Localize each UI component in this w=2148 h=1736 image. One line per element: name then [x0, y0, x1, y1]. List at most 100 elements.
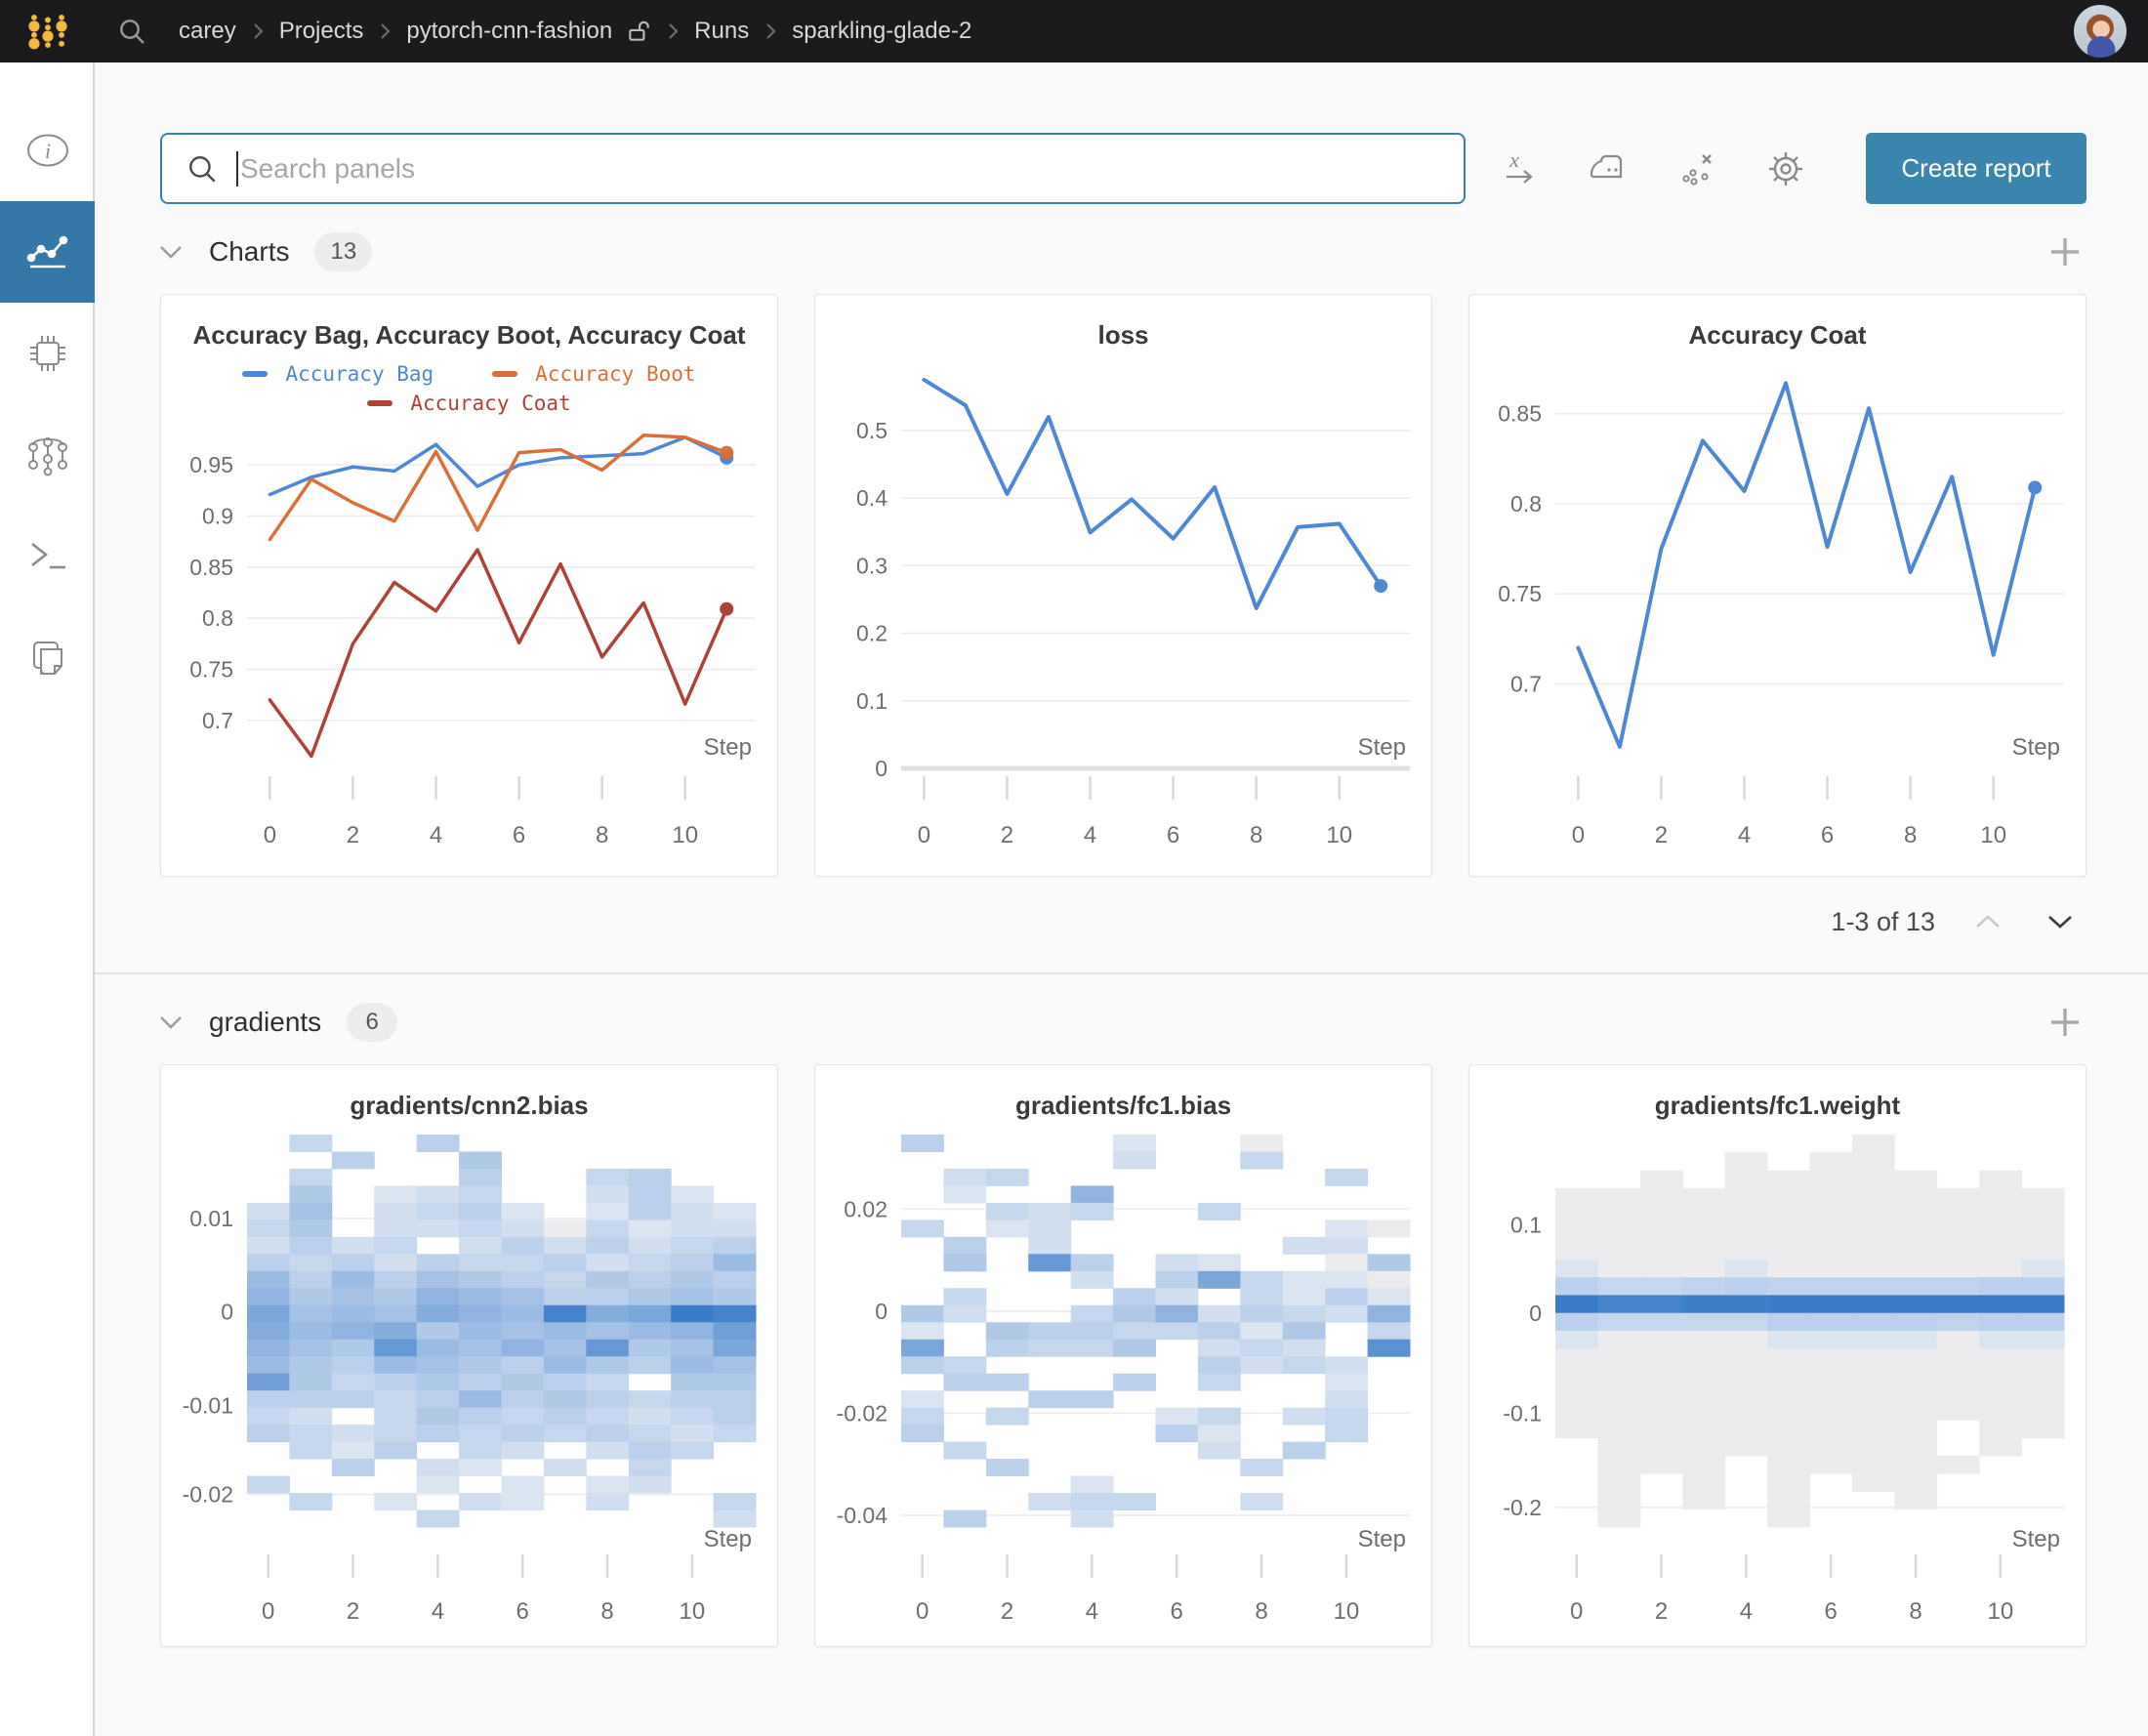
text-cursor — [236, 150, 238, 186]
line-chart-accuracy-multi: 0.95 0.9 0.85 0.8 0.75 0.7 0 2 4 6 8 10 Step — [189, 434, 756, 848]
create-report-button[interactable]: Create report — [1866, 133, 2086, 204]
add-chart-panel-button[interactable] — [2044, 230, 2086, 273]
collapse-charts-chevron[interactable] — [154, 235, 187, 269]
legend-item[interactable]: Accuracy Boot — [492, 362, 696, 386]
svg-text:0: 0 — [916, 1598, 929, 1625]
toolbar-icons: x — [1501, 147, 1807, 190]
breadcrumb-runs[interactable]: Runs — [694, 18, 750, 44]
svg-text:0.2: 0.2 — [856, 621, 888, 646]
sidebar-item-system[interactable] — [0, 303, 95, 404]
svg-text:0.7: 0.7 — [202, 708, 233, 733]
svg-text:8: 8 — [1255, 1598, 1267, 1625]
smoothing-button[interactable] — [1589, 147, 1632, 190]
svg-text:0.1: 0.1 — [1510, 1212, 1542, 1237]
svg-text:0: 0 — [264, 822, 276, 848]
svg-text:0.01: 0.01 — [189, 1206, 233, 1231]
model-graph-icon — [27, 437, 67, 476]
chart-legend: Accuracy Bag Accuracy Boot Accuracy Coat — [161, 362, 777, 415]
left-sidebar: i — [0, 62, 95, 1736]
svg-text:6: 6 — [1821, 822, 1834, 848]
svg-text:0.75: 0.75 — [189, 656, 233, 682]
svg-text:6: 6 — [516, 1598, 529, 1625]
global-search-button[interactable] — [110, 10, 153, 53]
unlocked-icon — [626, 19, 651, 44]
sidebar-item-overview[interactable]: i — [0, 100, 95, 201]
svg-text:0: 0 — [1572, 822, 1585, 848]
svg-text:2: 2 — [1655, 1598, 1668, 1625]
svg-text:10: 10 — [1334, 1598, 1360, 1625]
breadcrumb-user[interactable]: carey — [179, 18, 236, 44]
chart-title: gradients/cnn2.bias — [350, 1091, 589, 1120]
chart-title: Accuracy Bag, Accuracy Boot, Accuracy Co… — [192, 320, 746, 350]
heatmap-panel-fc1-weight[interactable]: gradients/fc1.weight 0.1 0 -0.1 -0.2 0 2 4 6 8 10… — [1468, 1064, 2086, 1647]
add-gradient-panel-button[interactable] — [2044, 1001, 2086, 1044]
gradients-section-header: gradients 6 — [95, 980, 2148, 1064]
svg-text:0.5: 0.5 — [856, 418, 888, 443]
chart-title: gradients/fc1.weight — [1654, 1091, 1901, 1120]
heatmap-panel-cnn2-bias[interactable]: gradients/cnn2.bias 0.01 0 -0.01 -0.02 0 2 4 6 8… — [160, 1064, 778, 1647]
svg-text:0.3: 0.3 — [856, 553, 888, 578]
sidebar-item-logs[interactable] — [0, 506, 95, 607]
line-chart-icon — [26, 235, 67, 269]
x-axis-icon: x — [1507, 149, 1533, 184]
svg-text:6: 6 — [1167, 822, 1179, 848]
pagination-next-button[interactable] — [2041, 902, 2080, 941]
search-panels-input[interactable] — [240, 152, 1440, 185]
cpu-chip-icon — [29, 336, 65, 371]
panel-settings-button[interactable] — [1764, 147, 1807, 190]
svg-text:0: 0 — [262, 1598, 274, 1625]
legend-item[interactable]: Accuracy Coat — [367, 392, 571, 415]
svg-text:0.95: 0.95 — [189, 452, 233, 477]
gradients-panel-row: gradients/cnn2.bias 0.01 0 -0.01 -0.02 0 2 4 6 8… — [95, 1064, 2148, 1647]
x-axis-settings-button[interactable]: x — [1501, 147, 1544, 190]
breadcrumb-project-name[interactable]: pytorch-cnn-fashion — [406, 18, 613, 44]
files-icon — [32, 641, 62, 675]
info-icon: i — [26, 134, 68, 167]
sidebar-item-model[interactable] — [0, 404, 95, 506]
breadcrumb: carey Projects pytorch-cnn-fashion Runs … — [179, 18, 971, 45]
legend-item[interactable]: Accuracy Bag — [242, 362, 434, 386]
svg-text:0: 0 — [918, 822, 930, 848]
svg-text:2: 2 — [1001, 1598, 1013, 1625]
heatmap-panel-fc1-bias[interactable]: gradients/fc1.bias 0.02 0 -0.02 -0.04 0 2 4 6 8 1… — [814, 1064, 1432, 1647]
svg-text:0: 0 — [875, 756, 888, 781]
terminal-icon — [30, 542, 65, 569]
svg-text:-0.2: -0.2 — [1503, 1495, 1542, 1520]
svg-text:8: 8 — [1909, 1598, 1921, 1625]
svg-text:2: 2 — [1655, 822, 1668, 848]
chart-title: Accuracy Coat — [1688, 320, 1867, 350]
svg-text:-0.02: -0.02 — [837, 1400, 888, 1426]
heatmap-cnn2-bias: 0.01 0 -0.01 -0.02 0 2 4 6 8 10 Step — [183, 1135, 757, 1625]
chevron-right-icon — [667, 21, 679, 41]
collapse-gradients-chevron[interactable] — [154, 1006, 187, 1039]
svg-text:Step: Step — [1358, 734, 1406, 761]
sidebar-item-charts[interactable] — [0, 201, 95, 303]
legend-label: Accuracy Coat — [410, 392, 571, 415]
svg-text:0.85: 0.85 — [1498, 401, 1542, 427]
svg-text:x: x — [1508, 149, 1519, 172]
pagination-prev-button[interactable] — [1968, 902, 2007, 941]
chart-panel-loss[interactable]: loss 0.5 0.4 0.3 0.2 0.1 0 0 2 4 6 8 10 Step — [814, 294, 1432, 877]
breadcrumb-projects[interactable]: Projects — [278, 18, 364, 44]
svg-text:0: 0 — [221, 1300, 233, 1325]
svg-text:4: 4 — [430, 822, 442, 848]
line-chart-loss: 0.5 0.4 0.3 0.2 0.1 0 0 2 4 6 8 10 Step — [856, 377, 1410, 848]
iron-icon — [1590, 154, 1623, 178]
legend-row: Accuracy Coat — [161, 392, 777, 415]
legend-row: Accuracy Bag Accuracy Boot — [161, 362, 777, 386]
wandb-logo[interactable] — [0, 0, 95, 62]
breadcrumb-run-name[interactable]: sparkling-glade-2 — [792, 18, 972, 44]
svg-text:8: 8 — [1904, 822, 1917, 848]
user-avatar[interactable] — [2074, 5, 2127, 58]
gradients-count-badge: 6 — [347, 1003, 398, 1042]
svg-text:-0.02: -0.02 — [183, 1482, 233, 1508]
chart-panel-accuracy-coat[interactable]: Accuracy Coat 0.85 0.8 0.75 0.7 0 2 4 6 8 10 Step — [1468, 294, 2086, 877]
chevron-right-icon — [379, 21, 391, 41]
pagination-label: 1-3 of 13 — [1831, 906, 1935, 936]
chart-panel-accuracy-multi[interactable]: Accuracy Bag, Accuracy Boot, Accuracy Co… — [160, 294, 778, 877]
svg-text:Step: Step — [2012, 1526, 2060, 1552]
outliers-button[interactable] — [1676, 147, 1719, 190]
wandb-logo-icon — [27, 15, 67, 50]
sidebar-item-files[interactable] — [0, 607, 95, 709]
panel-toolbar: x — [95, 62, 2148, 204]
